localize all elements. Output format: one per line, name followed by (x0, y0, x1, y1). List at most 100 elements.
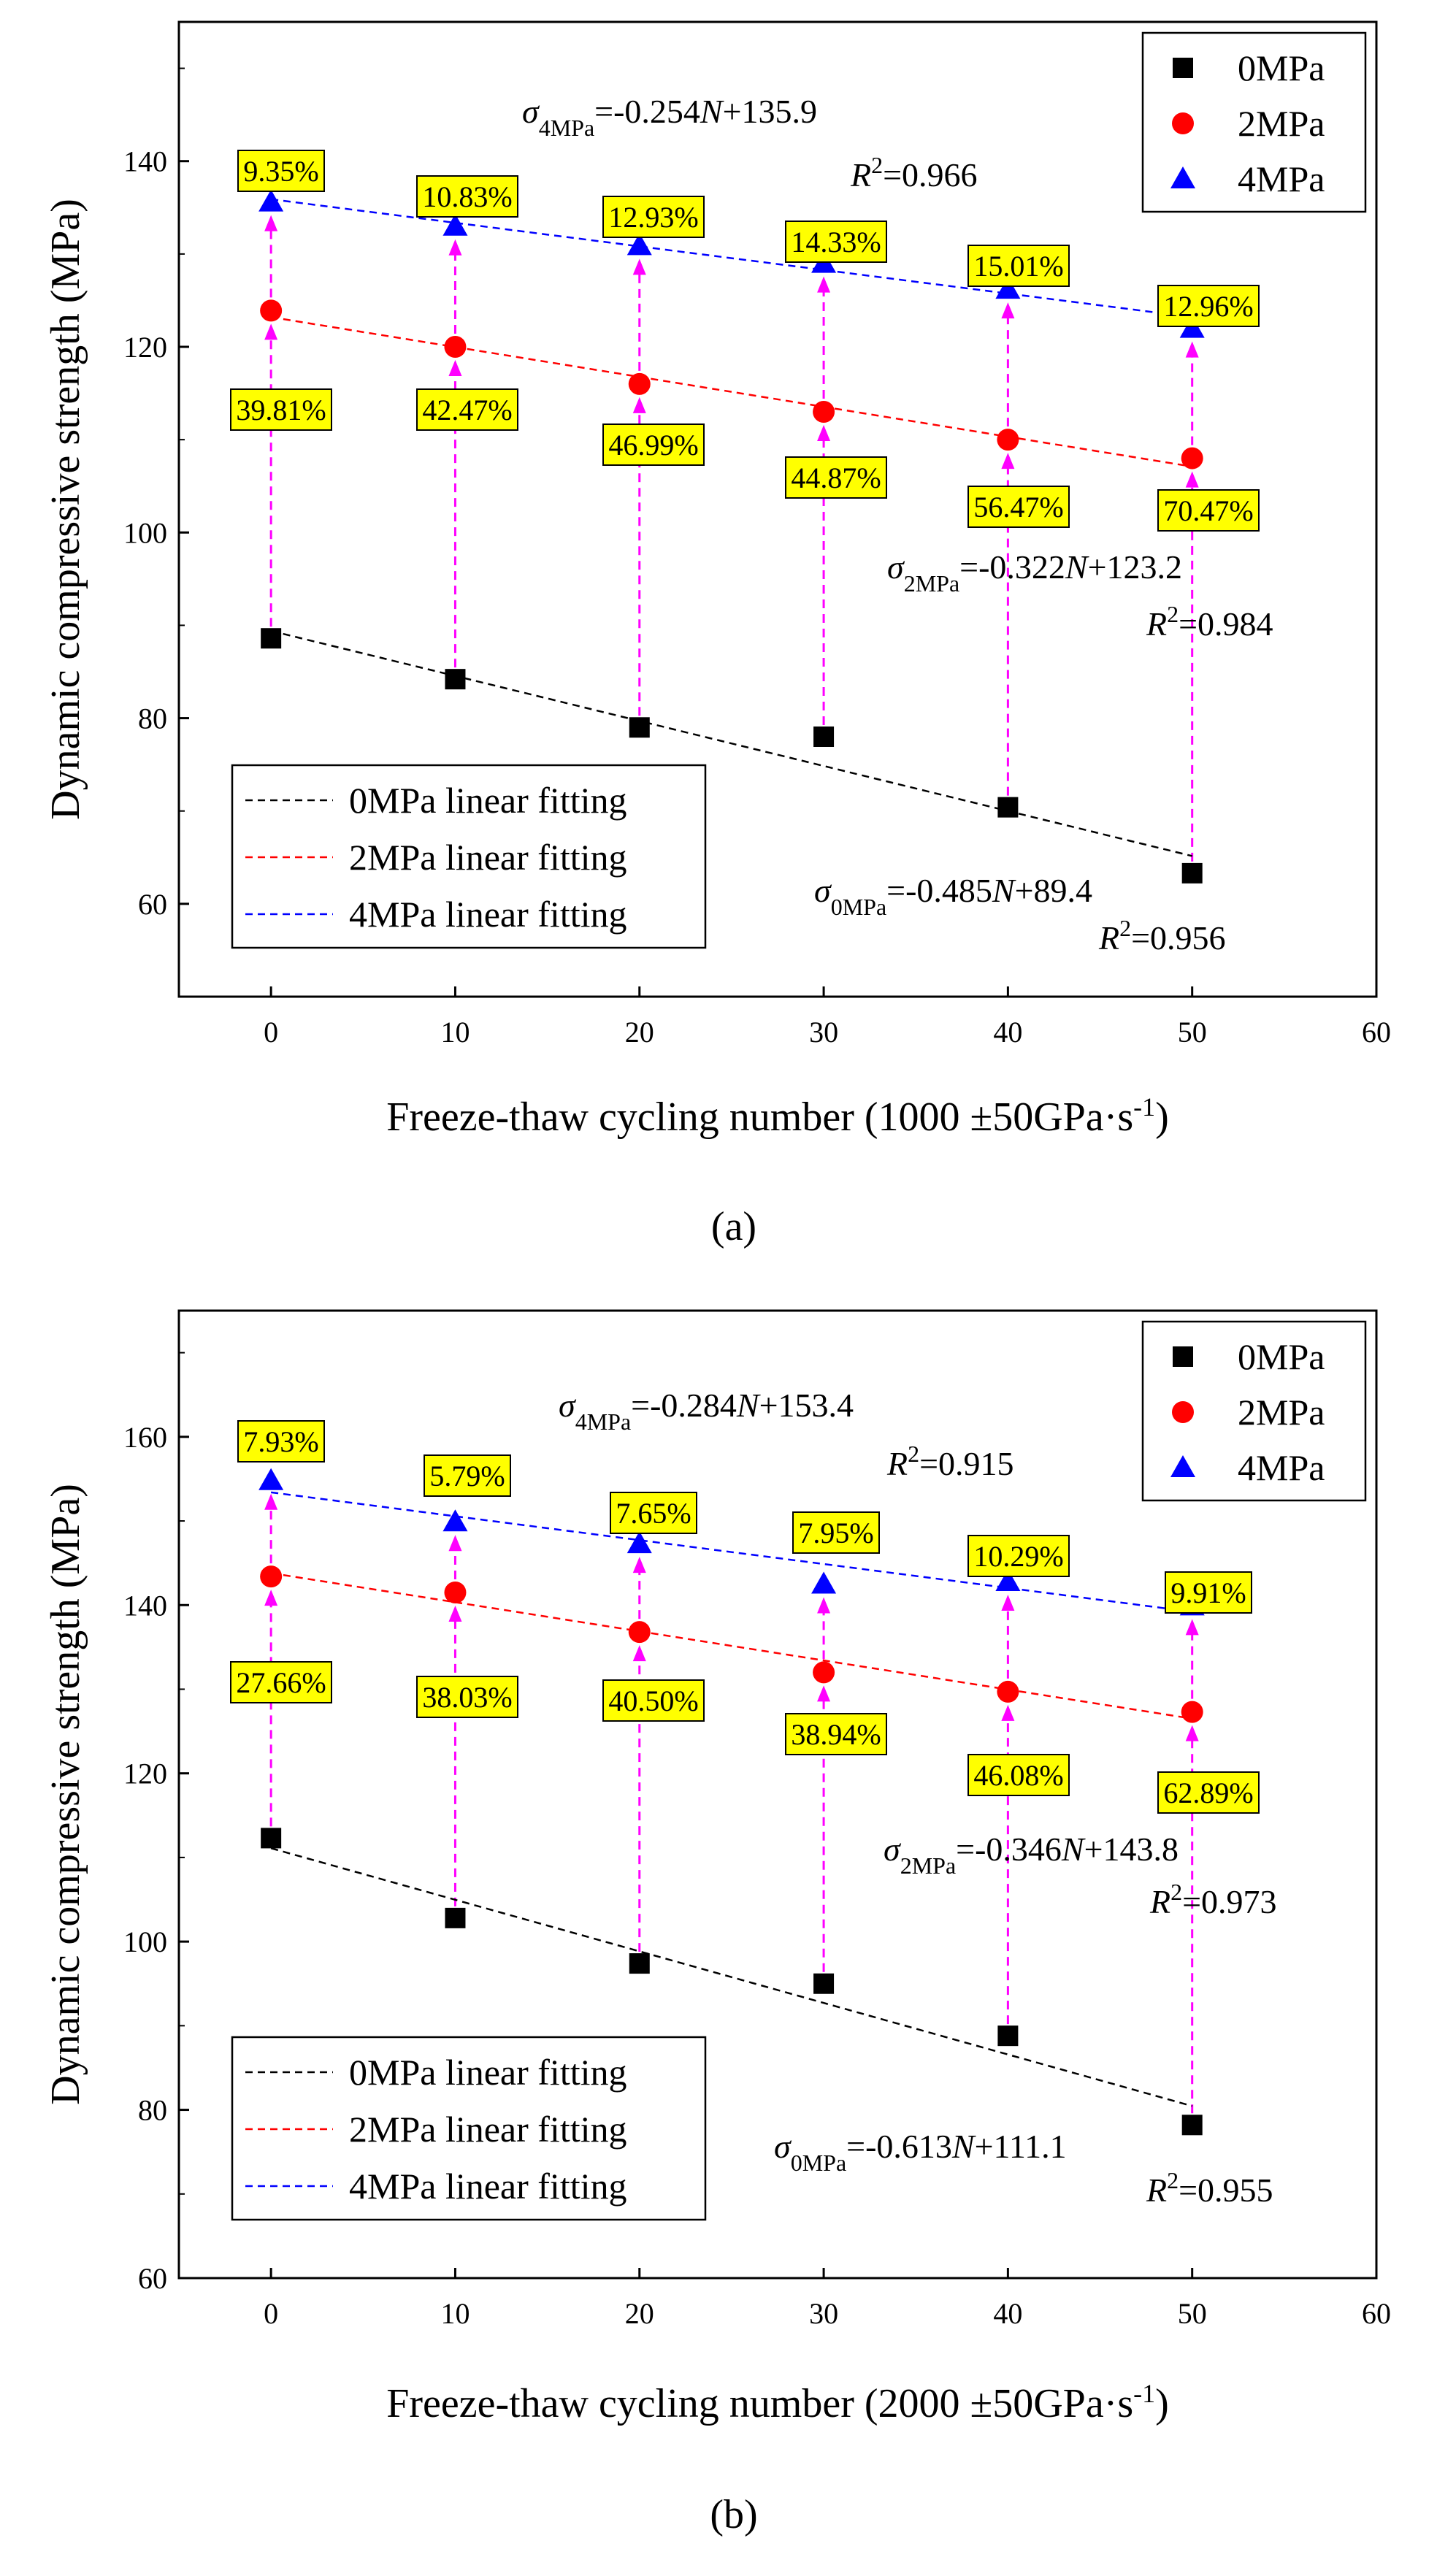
arrow-2-to-4-head (1001, 1595, 1015, 1611)
x-tick-label: 40 (993, 2297, 1022, 2330)
percentage-label-text: 62.89% (1163, 1776, 1253, 1809)
arrow-2-to-4-head (817, 276, 831, 293)
arrow-2-to-4-head (632, 258, 646, 275)
percentage-label: 46.99% (602, 423, 705, 466)
arrow-2-to-4-head (817, 1597, 831, 1614)
eq-variable: N (951, 2128, 976, 2165)
legend-label: 0MPa (1238, 1336, 1325, 1377)
fit-line-2MPa (270, 1572, 1192, 1720)
eq-variable: N (992, 872, 1016, 909)
percentage-label-text: 40.50% (608, 1684, 698, 1717)
percentage-label-box (1165, 1571, 1252, 1614)
eq-intercept: +153.4 (759, 1387, 854, 1424)
arrow-0-to-2-head (1185, 1725, 1199, 1741)
x-axis-title-end: ) (1155, 1095, 1169, 1140)
arrow-0-to-2-head (448, 1605, 462, 1622)
y-tick-label: 80 (138, 2094, 167, 2127)
marker-legend: 0MPa 2MPa 4MPa (1141, 31, 1367, 213)
legend-label: 2MPa (1238, 1392, 1325, 1433)
percentage-label-text: 12.96% (1163, 290, 1253, 323)
increase-arrow (632, 1557, 646, 1952)
x-axis-title-main: Freeze-thaw cycling number (1000 ±50GPa·… (386, 1095, 1133, 1140)
legend-marker-4MPa (1170, 166, 1195, 188)
y-tick-label: 100 (123, 1925, 167, 1958)
r2-sup: 2 (1170, 1879, 1182, 1905)
eq-slope: =-0.322 (959, 548, 1065, 586)
fit-r-squared: R2=0.984 (1146, 601, 1273, 643)
legend-marker-2MPa (1172, 112, 1194, 134)
data-point-4MPa (626, 1531, 652, 1554)
increase-arrow (817, 276, 831, 725)
data-point-0MPa (813, 1973, 835, 1994)
x-tick-label: 10 (440, 1016, 470, 1049)
data-point-0MPa (629, 717, 650, 738)
x-tick-label: 40 (993, 1016, 1022, 1049)
arrow-2-to-4-head (264, 215, 278, 231)
data-point-2MPa (1181, 1701, 1203, 1723)
arrow-2-to-4-head (1185, 341, 1199, 358)
r2-value: =0.973 (1182, 1883, 1276, 1920)
eq-sigma: σ (559, 1387, 577, 1424)
x-tick-label: 0 (264, 1016, 278, 1049)
data-point-0MPa (445, 1907, 466, 1928)
fit-legend-label: 2MPa linear fitting (349, 2109, 627, 2150)
increase-arrow (264, 215, 278, 627)
panel-label: (a) (711, 1204, 756, 1249)
x-tick-label: 50 (1178, 1016, 1207, 1049)
x-tick-label: 60 (1362, 1016, 1391, 1049)
percentage-label: 5.79% (424, 1454, 511, 1497)
percentage-label-box (237, 150, 325, 192)
fit-r-squared: R2=0.966 (850, 152, 978, 193)
legend-marker-0MPa (1173, 58, 1193, 78)
data-point-0MPa (1181, 2115, 1203, 2136)
eq-variable: N (736, 1387, 761, 1424)
r2-value: =0.956 (1131, 919, 1225, 957)
eq-slope: =-0.613 (846, 2128, 952, 2165)
data-point-0MPa (261, 628, 282, 649)
y-tick-label: 80 (138, 702, 167, 735)
fit-line-0MPa (270, 629, 1192, 857)
data-point-0MPa (997, 797, 1019, 818)
x-tick-label: 20 (625, 2297, 654, 2330)
increase-arrow (1185, 341, 1199, 862)
y-tick-label: 140 (123, 1589, 167, 1622)
arrow-2-to-4-head (632, 1557, 646, 1573)
percentage-label-box (602, 1679, 705, 1722)
data-point-4MPa (995, 1569, 1021, 1591)
percentage-label-text: 38.03% (422, 1681, 512, 1714)
data-point-0MPa (813, 727, 835, 747)
percentage-label-box (967, 1754, 1070, 1796)
data-point-0MPa (445, 669, 466, 690)
percentage-label: 46.08% (967, 1754, 1070, 1796)
percentage-label-text: 27.66% (236, 1666, 326, 1699)
y-tick-label: 60 (138, 2262, 167, 2295)
percentage-label-box (416, 388, 518, 431)
increase-arrow (448, 239, 462, 668)
percentage-label-box (237, 1420, 325, 1463)
r2-value: =0.966 (883, 156, 977, 193)
percentage-label-box (602, 423, 705, 466)
legend-label: 2MPa (1238, 103, 1325, 144)
fit-legend-label: 0MPa linear fitting (349, 780, 627, 821)
eq-sigma: σ (887, 548, 905, 586)
legend-marker-0MPa (1173, 1346, 1193, 1367)
fit-legend-label: 2MPa linear fitting (349, 837, 627, 878)
arrow-0-to-2-head (448, 360, 462, 376)
fit-legend: 0MPa linear fitting 2MPa linear fitting 4M… (231, 764, 707, 949)
percentage-label-text: 70.47% (1163, 494, 1253, 527)
fit-legend-label: 4MPa linear fitting (349, 2166, 627, 2207)
percentage-label-box (967, 486, 1070, 528)
percentage-label: 9.91% (1165, 1571, 1252, 1614)
percentage-label-box (602, 196, 705, 238)
percentage-label-text: 10.29% (973, 1540, 1063, 1573)
percentage-label: 10.83% (416, 175, 518, 218)
arrow-2-to-4-head (1001, 302, 1015, 319)
data-point-2MPa (444, 1581, 467, 1603)
percentage-label-text: 14.33% (791, 226, 881, 258)
x-axis-title-sup: -1 (1133, 2379, 1155, 2408)
percentage-label-box (424, 1454, 511, 1497)
percentage-label-text: 39.81% (236, 394, 326, 426)
data-point-2MPa (997, 429, 1019, 451)
eq-variable: N (700, 93, 724, 130)
percentage-label-text: 38.94% (791, 1718, 881, 1751)
